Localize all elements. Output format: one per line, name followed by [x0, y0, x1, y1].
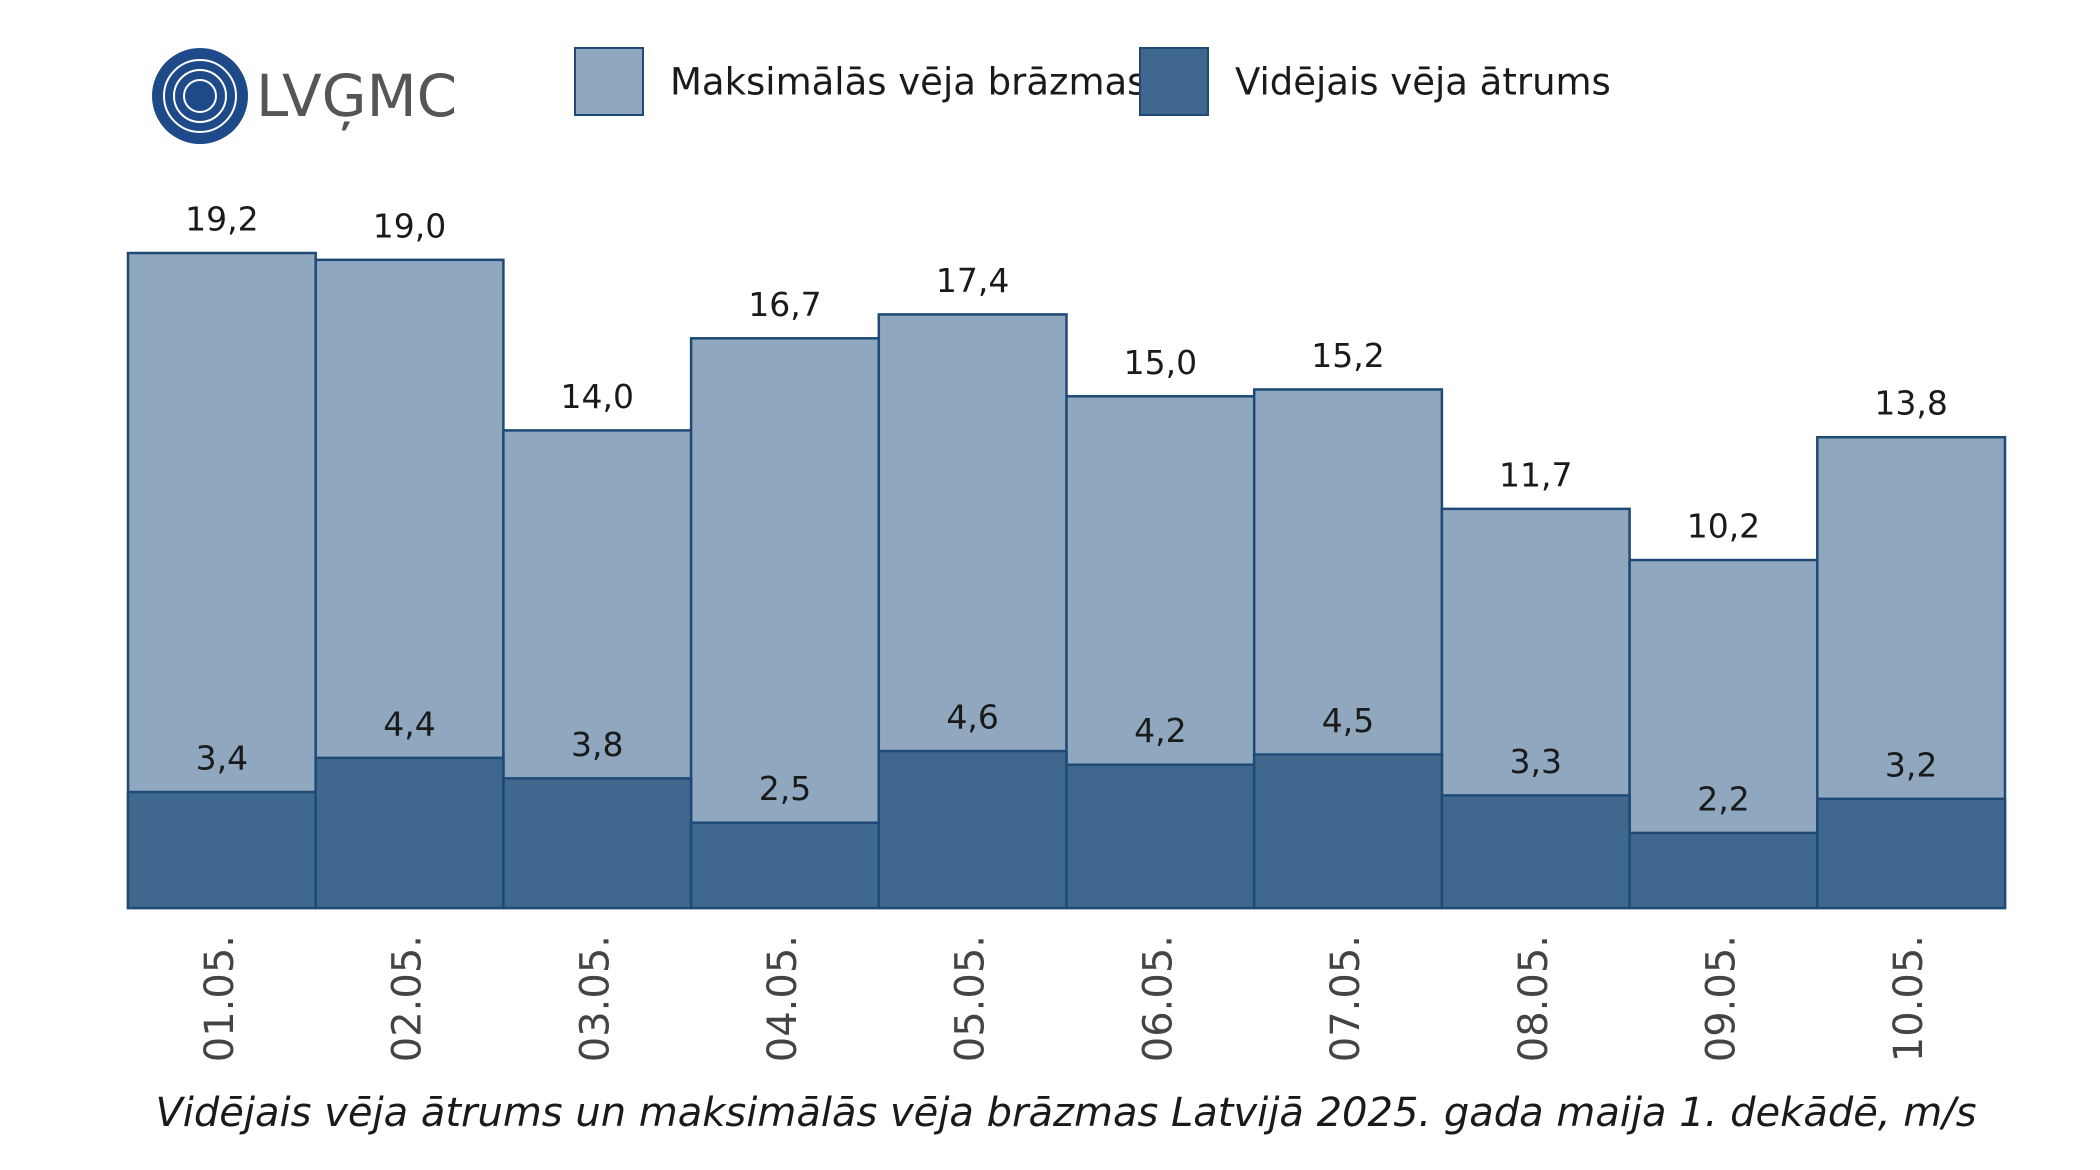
data-label: 3,8 [571, 725, 623, 764]
data-label: 17,4 [936, 261, 1009, 300]
legend-label: Vidējais vēja ātrums [1235, 61, 1611, 104]
data-label: 3,4 [196, 739, 248, 778]
x-tick-label: 03.05. [572, 935, 618, 1062]
data-label: 15,2 [1311, 336, 1384, 375]
data-label: 4,4 [383, 704, 435, 743]
data-label: 14,0 [561, 377, 634, 416]
logo-text: LVĢMC [256, 62, 457, 131]
bar [689, 821, 881, 910]
bar [314, 756, 505, 910]
data-label: 10,2 [1687, 507, 1760, 546]
x-tick-label: 08.05. [1511, 935, 1557, 1062]
bar [126, 790, 317, 910]
bar [877, 749, 1068, 910]
bar [1816, 797, 2007, 910]
data-label: 4,2 [1134, 711, 1186, 750]
legend-swatch [1139, 47, 1209, 116]
x-tick-label: 06.05. [1135, 935, 1181, 1062]
data-label: 2,5 [759, 769, 811, 808]
logo: LVĢMC [152, 48, 457, 144]
chart-title: Vidējais vēja ātrums un maksimālās vēja … [155, 1090, 1976, 1136]
data-label: 4,6 [946, 698, 998, 737]
x-tick-label: 10.05. [1886, 935, 1932, 1062]
bar [1252, 753, 1444, 910]
data-label: 16,7 [748, 285, 821, 324]
bar [1440, 794, 1631, 910]
bar [1065, 763, 1256, 910]
x-tick-label: 04.05. [760, 935, 806, 1062]
data-label: 19,2 [185, 200, 258, 239]
data-label: 2,2 [1697, 779, 1749, 818]
data-label: 4,5 [1322, 701, 1374, 740]
data-label: 19,0 [373, 206, 446, 245]
data-label: 15,0 [1124, 343, 1197, 382]
data-label: 3,3 [1510, 742, 1562, 781]
bar [502, 777, 693, 910]
legend-swatch [574, 47, 644, 116]
logo-ring [173, 69, 227, 123]
bar [689, 337, 881, 910]
x-tick-label: 01.05. [197, 935, 243, 1062]
bar [1628, 831, 1819, 910]
x-tick-label: 07.05. [1323, 935, 1369, 1062]
logo-ring [183, 79, 217, 113]
x-tick-label: 02.05. [385, 935, 431, 1062]
logo-mark [152, 48, 248, 144]
data-label: 3,2 [1885, 745, 1937, 784]
data-label: 13,8 [1874, 384, 1947, 423]
x-tick-label: 05.05. [948, 935, 994, 1062]
logo-ring [163, 59, 237, 133]
data-label: 11,7 [1499, 455, 1572, 494]
legend-label: Maksimālās vēja brāzmas [670, 61, 1146, 104]
x-tick-label: 09.05. [1698, 935, 1744, 1062]
